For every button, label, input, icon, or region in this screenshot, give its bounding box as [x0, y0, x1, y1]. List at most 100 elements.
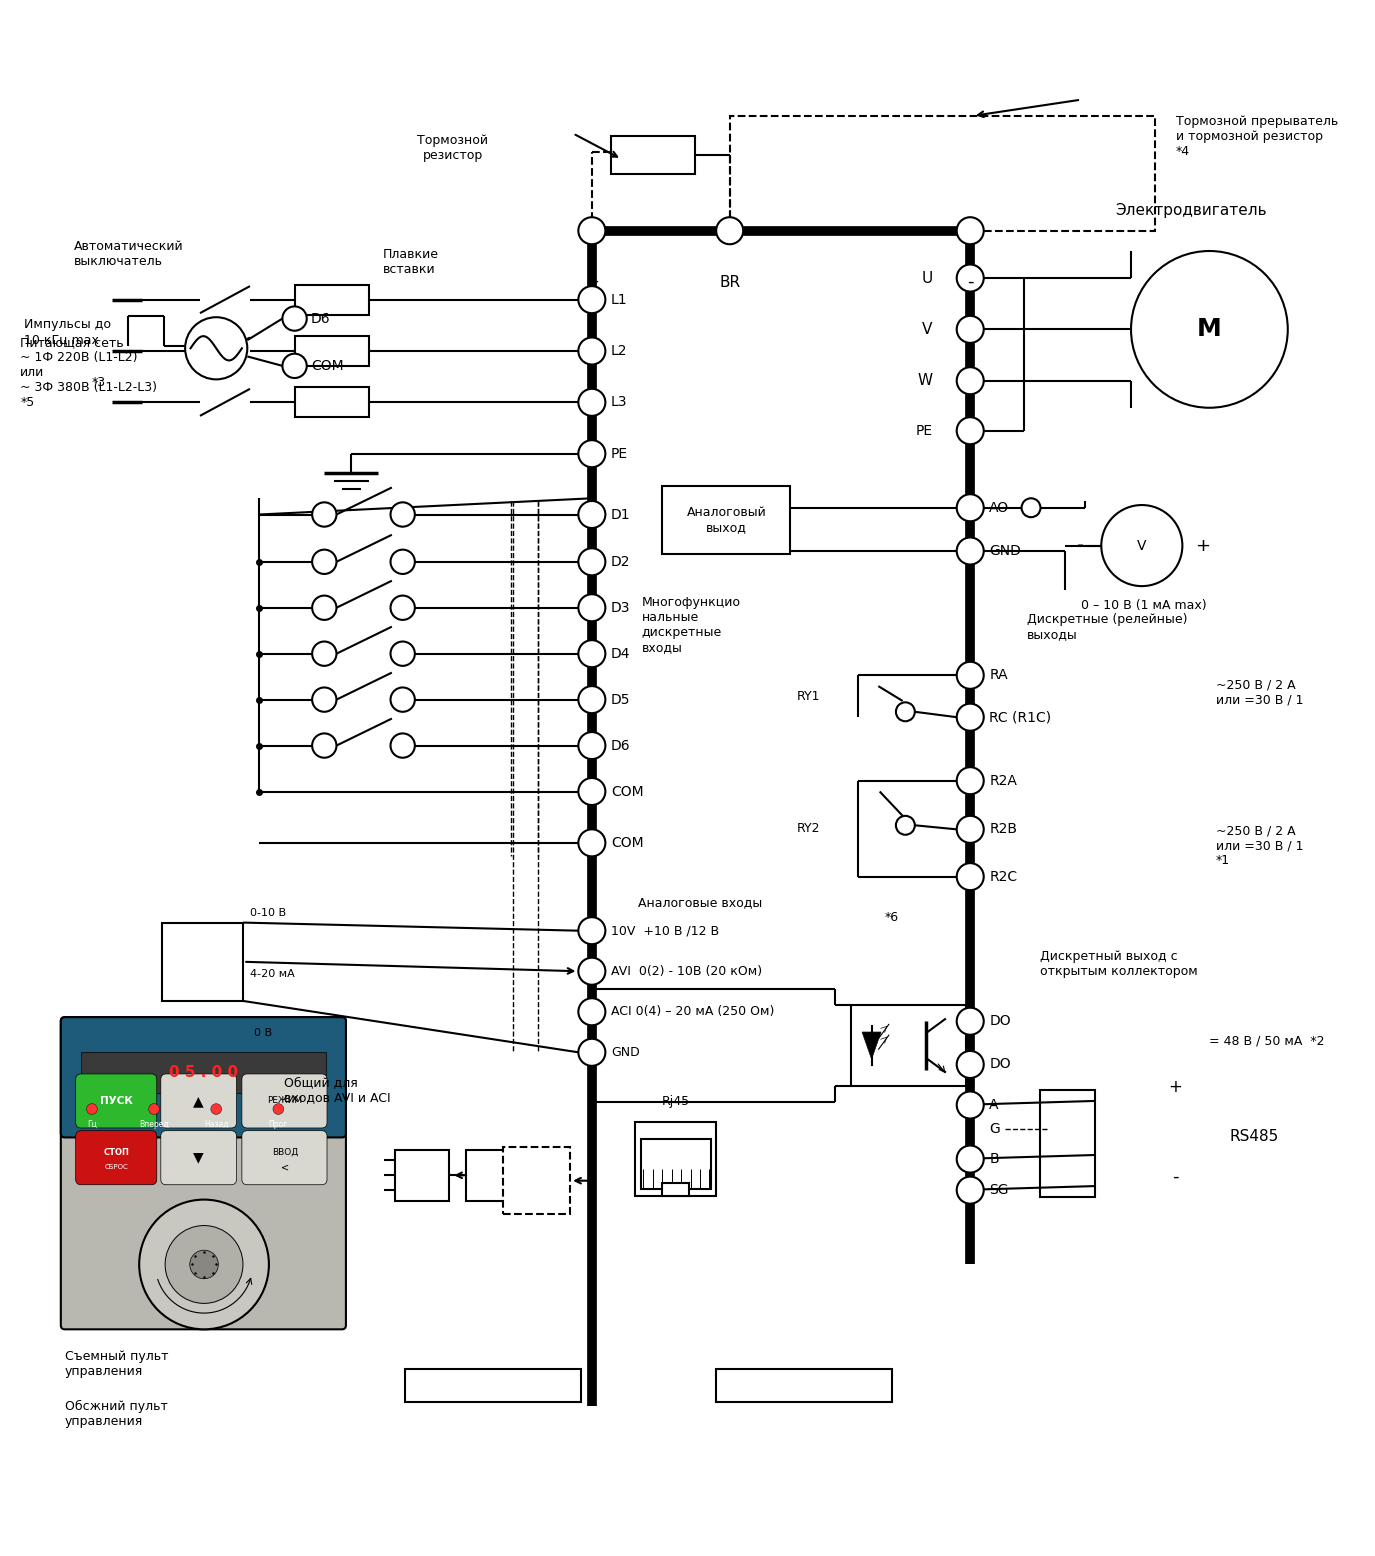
Text: A: A: [989, 1099, 998, 1113]
Circle shape: [148, 1103, 160, 1114]
Text: РЕЖИМ: РЕЖИМ: [268, 1097, 302, 1105]
Circle shape: [312, 688, 337, 711]
Bar: [406, 1369, 582, 1402]
Circle shape: [957, 265, 983, 291]
Circle shape: [957, 1008, 983, 1035]
Text: RS485: RS485: [1229, 1128, 1279, 1144]
Circle shape: [957, 1050, 983, 1078]
FancyBboxPatch shape: [60, 1018, 346, 1329]
Text: ВВОД: ВВОД: [272, 1148, 298, 1156]
Text: R2B: R2B: [989, 823, 1018, 836]
Circle shape: [957, 316, 983, 342]
Text: -: -: [967, 274, 973, 291]
Circle shape: [210, 1103, 221, 1114]
Text: V: V: [1137, 538, 1147, 552]
Text: RA: RA: [989, 669, 1008, 682]
Text: PE: PE: [916, 423, 932, 437]
Text: R2C: R2C: [989, 870, 1018, 884]
Circle shape: [579, 286, 605, 313]
Text: D2: D2: [610, 555, 630, 569]
Circle shape: [896, 815, 914, 834]
Text: M: M: [1198, 317, 1222, 341]
Text: Гц: Гц: [87, 1120, 96, 1128]
Bar: [851, 1005, 967, 1086]
Circle shape: [957, 1176, 983, 1204]
Circle shape: [186, 317, 247, 380]
FancyBboxPatch shape: [60, 1018, 346, 1137]
Circle shape: [957, 417, 983, 443]
Bar: [294, 387, 368, 417]
Text: W: W: [917, 373, 932, 389]
Circle shape: [282, 353, 307, 378]
Text: *6: *6: [886, 910, 899, 924]
Circle shape: [390, 688, 415, 711]
Text: L3: L3: [610, 395, 627, 409]
Circle shape: [579, 548, 605, 576]
Circle shape: [579, 916, 605, 944]
Circle shape: [390, 641, 415, 666]
Text: Назад: Назад: [204, 1120, 228, 1128]
Text: <: <: [280, 1162, 289, 1172]
Circle shape: [957, 495, 983, 521]
Text: AO: AO: [989, 501, 1009, 515]
Text: RY1: RY1: [796, 689, 820, 703]
FancyBboxPatch shape: [76, 1131, 157, 1184]
Circle shape: [390, 503, 415, 526]
Circle shape: [957, 367, 983, 394]
Text: Плавкие
вставки: Плавкие вставки: [382, 247, 439, 275]
Text: BR: BR: [719, 274, 740, 289]
Text: -: -: [1173, 1167, 1178, 1186]
Text: RC (R1C): RC (R1C): [989, 710, 1052, 724]
Circle shape: [87, 1103, 98, 1114]
FancyBboxPatch shape: [161, 1131, 236, 1184]
Text: G: G: [989, 1122, 1000, 1136]
Circle shape: [579, 440, 605, 467]
Text: COM: COM: [311, 359, 344, 373]
Circle shape: [282, 307, 307, 331]
Text: Обсжний пульт
управления: Обсжний пульт управления: [65, 1399, 168, 1428]
Text: 0-10 В: 0-10 В: [250, 909, 286, 918]
Circle shape: [716, 218, 744, 244]
Bar: [466, 1150, 517, 1201]
Circle shape: [957, 815, 983, 843]
Text: Дискретный выход с
открытым коллектором: Дискретный выход с открытым коллектором: [1041, 951, 1198, 979]
Circle shape: [957, 1091, 983, 1119]
Text: R2A: R2A: [989, 773, 1018, 787]
Text: GND: GND: [989, 545, 1022, 559]
Text: Тормозной прерыватель
и тормозной резистор
*4: Тормозной прерыватель и тормозной резист…: [1176, 115, 1338, 157]
Text: PE: PE: [610, 447, 628, 461]
Text: V: V: [923, 322, 932, 338]
Text: D6: D6: [311, 311, 330, 325]
Text: Аналоговые входы: Аналоговые входы: [638, 896, 762, 909]
Circle shape: [579, 501, 605, 527]
Text: Прог: Прог: [268, 1120, 287, 1128]
Circle shape: [165, 1226, 243, 1304]
Text: COM: COM: [610, 784, 644, 798]
Text: 4-20 мА: 4-20 мА: [250, 969, 294, 979]
Circle shape: [1101, 506, 1182, 587]
Bar: [162, 923, 243, 1001]
Text: COM: COM: [610, 836, 644, 850]
Circle shape: [1022, 498, 1041, 517]
Circle shape: [579, 958, 605, 985]
Circle shape: [1132, 251, 1288, 408]
Circle shape: [579, 640, 605, 668]
Circle shape: [390, 596, 415, 619]
Circle shape: [312, 549, 337, 574]
Circle shape: [190, 1249, 219, 1279]
Text: Автоматический
выключатель: Автоматический выключатель: [74, 240, 184, 268]
Text: SG: SG: [989, 1183, 1009, 1197]
Bar: [503, 1147, 571, 1215]
Text: ~250 В / 2 А
или =30 В / 1
*1: ~250 В / 2 А или =30 В / 1 *1: [1216, 825, 1304, 867]
Bar: [610, 135, 694, 174]
Circle shape: [957, 661, 983, 689]
Circle shape: [957, 703, 983, 731]
Text: Аналоговый
выход: Аналоговый выход: [686, 506, 766, 534]
Circle shape: [957, 218, 983, 244]
Text: 0 – 10 В (1 мА max): 0 – 10 В (1 мА max): [1081, 599, 1207, 612]
Text: Тормозной
резистор: Тормозной резистор: [417, 134, 488, 162]
Circle shape: [312, 596, 337, 619]
Circle shape: [957, 864, 983, 890]
Text: Общий для
входов AVI и ACI: Общий для входов AVI и ACI: [283, 1077, 390, 1105]
Circle shape: [312, 733, 337, 758]
